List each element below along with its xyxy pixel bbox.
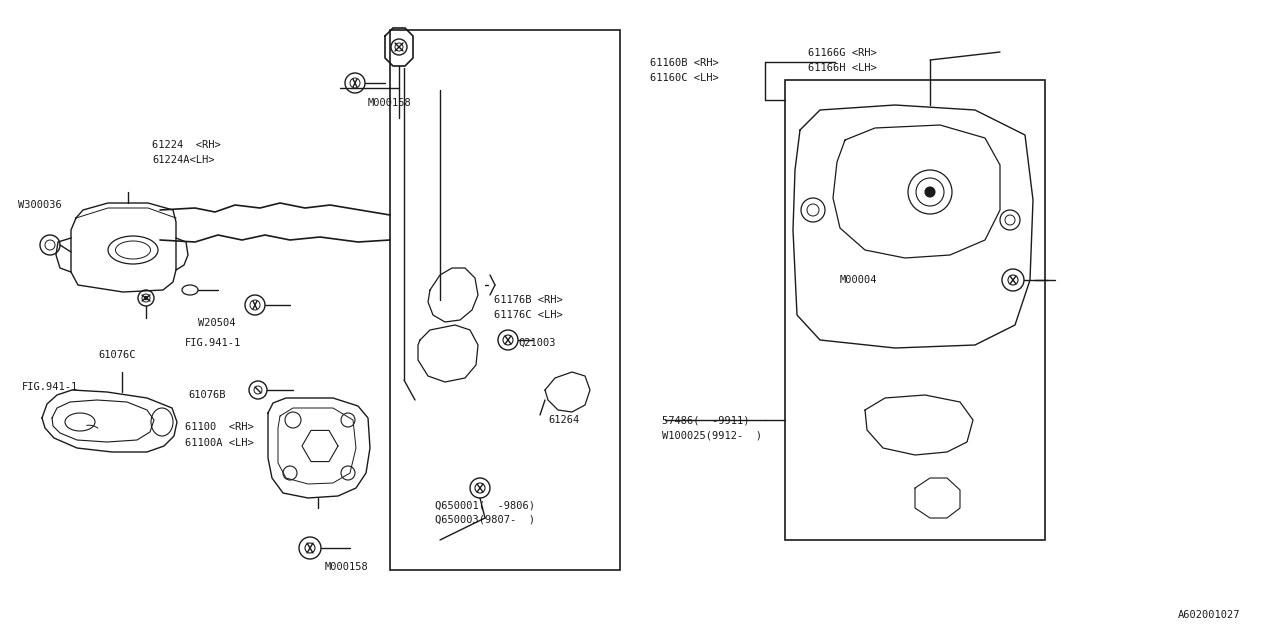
Text: 61160C <LH>: 61160C <LH> bbox=[650, 73, 719, 83]
Text: Q21003: Q21003 bbox=[518, 338, 556, 348]
Text: 61176C <LH>: 61176C <LH> bbox=[494, 310, 563, 320]
Text: W300036: W300036 bbox=[18, 200, 61, 210]
Bar bbox=[390, 30, 620, 570]
Text: 61264: 61264 bbox=[548, 415, 580, 425]
Text: W100025(9912-  ): W100025(9912- ) bbox=[662, 430, 762, 440]
Text: 61224  <RH>: 61224 <RH> bbox=[152, 140, 220, 150]
Circle shape bbox=[925, 187, 934, 197]
Text: M00004: M00004 bbox=[840, 275, 878, 285]
Text: 61166H <LH>: 61166H <LH> bbox=[808, 63, 877, 73]
Bar bbox=[785, 80, 1044, 540]
Text: 61224A<LH>: 61224A<LH> bbox=[152, 155, 215, 165]
Text: 61076B: 61076B bbox=[188, 390, 225, 400]
Text: FIG.941-1: FIG.941-1 bbox=[22, 382, 78, 392]
Text: 61176B <RH>: 61176B <RH> bbox=[494, 295, 563, 305]
Text: 61160B <RH>: 61160B <RH> bbox=[650, 58, 719, 68]
Text: 61166G <RH>: 61166G <RH> bbox=[808, 48, 877, 58]
Text: W20504: W20504 bbox=[198, 318, 236, 328]
Text: M000158: M000158 bbox=[369, 98, 412, 108]
Text: Q650003(9807-  ): Q650003(9807- ) bbox=[435, 515, 535, 525]
Text: Q650001(  -9806): Q650001( -9806) bbox=[435, 500, 535, 510]
Text: FIG.941-1: FIG.941-1 bbox=[186, 338, 241, 348]
Text: 61100  <RH>: 61100 <RH> bbox=[186, 422, 253, 432]
Text: 57486(  -9911): 57486( -9911) bbox=[662, 415, 750, 425]
Text: 61076C: 61076C bbox=[99, 350, 136, 360]
Text: M000158: M000158 bbox=[325, 562, 369, 572]
Text: A602001027: A602001027 bbox=[1178, 610, 1240, 620]
Text: 61100A <LH>: 61100A <LH> bbox=[186, 438, 253, 448]
Circle shape bbox=[145, 296, 147, 300]
